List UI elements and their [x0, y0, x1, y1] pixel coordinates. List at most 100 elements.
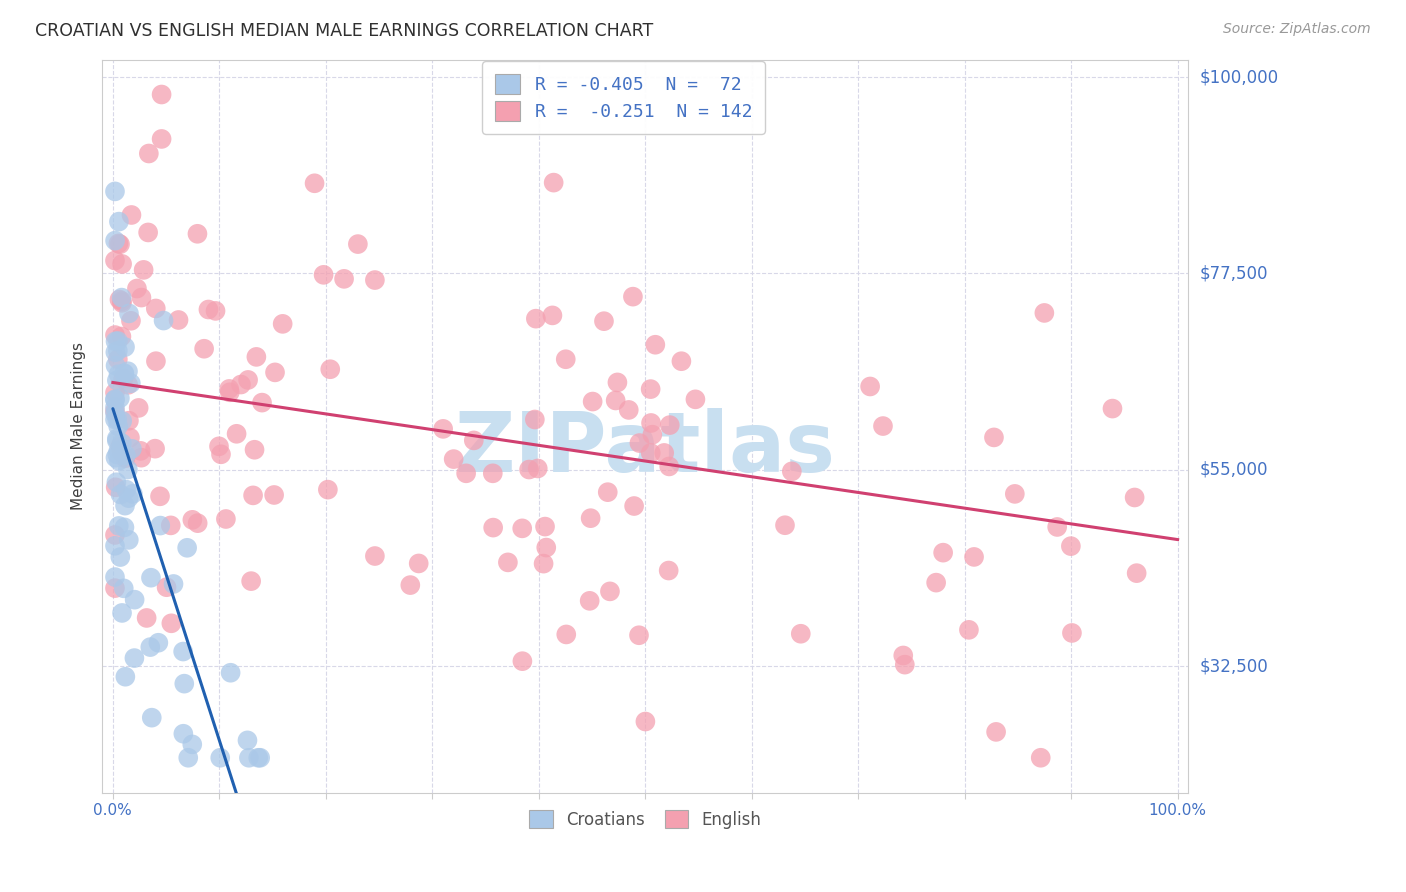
- Point: [117, 364, 139, 378]
- Point: [443, 452, 465, 467]
- Point: [105, 373, 128, 387]
- Point: [579, 511, 602, 525]
- Point: [110, 440, 132, 454]
- Point: [104, 412, 127, 426]
- Point: [131, 291, 153, 305]
- Point: [543, 176, 565, 190]
- Point: [104, 328, 127, 343]
- Point: [593, 314, 616, 328]
- Point: [463, 434, 485, 448]
- Point: [628, 436, 651, 450]
- Point: [107, 443, 129, 458]
- Point: [1029, 750, 1052, 764]
- Point: [104, 450, 127, 465]
- Point: [456, 467, 478, 481]
- Point: [107, 519, 129, 533]
- Point: [640, 416, 662, 430]
- Point: [925, 575, 948, 590]
- Point: [125, 281, 148, 295]
- Point: [1060, 539, 1083, 553]
- Point: [128, 401, 150, 415]
- Point: [129, 450, 152, 465]
- Point: [115, 483, 138, 497]
- Point: [658, 459, 681, 474]
- Point: [118, 533, 141, 547]
- Point: [859, 379, 882, 393]
- Point: [114, 520, 136, 534]
- Point: [160, 616, 183, 631]
- Point: [173, 676, 195, 690]
- Point: [104, 404, 127, 418]
- Point: [107, 334, 129, 348]
- Point: [177, 750, 200, 764]
- Point: [150, 87, 173, 102]
- Point: [145, 354, 167, 368]
- Point: [104, 581, 127, 595]
- Point: [1004, 487, 1026, 501]
- Point: [578, 594, 600, 608]
- Point: [162, 577, 184, 591]
- Point: [111, 414, 134, 428]
- Point: [963, 549, 986, 564]
- Point: [111, 257, 134, 271]
- Point: [104, 345, 127, 359]
- Point: [243, 442, 266, 457]
- Point: [554, 352, 576, 367]
- Point: [510, 521, 533, 535]
- Point: [104, 385, 127, 400]
- Point: [143, 442, 166, 456]
- Point: [312, 268, 335, 282]
- Point: [517, 462, 540, 476]
- Point: [108, 391, 131, 405]
- Point: [482, 520, 505, 534]
- Point: [141, 711, 163, 725]
- Point: [117, 377, 139, 392]
- Point: [104, 253, 127, 268]
- Point: [891, 648, 914, 663]
- Point: [304, 176, 326, 190]
- Point: [347, 237, 370, 252]
- Point: [105, 432, 128, 446]
- Point: [533, 557, 555, 571]
- Point: [111, 606, 134, 620]
- Point: [208, 439, 231, 453]
- Point: [1046, 520, 1069, 534]
- Point: [114, 451, 136, 466]
- Point: [139, 640, 162, 654]
- Point: [108, 454, 131, 468]
- Point: [582, 394, 605, 409]
- Point: [112, 371, 135, 385]
- Point: [197, 302, 219, 317]
- Point: [596, 485, 619, 500]
- Point: [773, 518, 796, 533]
- Point: [111, 295, 134, 310]
- Point: [1101, 401, 1123, 416]
- Point: [118, 431, 141, 445]
- Point: [112, 367, 135, 381]
- Point: [107, 343, 129, 358]
- Point: [104, 185, 127, 199]
- Point: [1060, 626, 1083, 640]
- Point: [512, 654, 534, 668]
- Point: [245, 350, 267, 364]
- Point: [641, 427, 664, 442]
- Point: [225, 426, 247, 441]
- Point: [599, 584, 621, 599]
- Point: [104, 392, 127, 407]
- Point: [644, 337, 666, 351]
- Point: [894, 657, 917, 672]
- Point: [215, 512, 238, 526]
- Point: [984, 725, 1007, 739]
- Point: [104, 234, 127, 248]
- Point: [523, 412, 546, 426]
- Point: [145, 301, 167, 316]
- Point: [536, 541, 558, 555]
- Point: [242, 488, 264, 502]
- Text: $55,000: $55,000: [1199, 461, 1268, 479]
- Point: [193, 342, 215, 356]
- Point: [104, 480, 127, 494]
- Point: [658, 564, 681, 578]
- Point: [319, 362, 342, 376]
- Point: [172, 727, 194, 741]
- Point: [236, 733, 259, 747]
